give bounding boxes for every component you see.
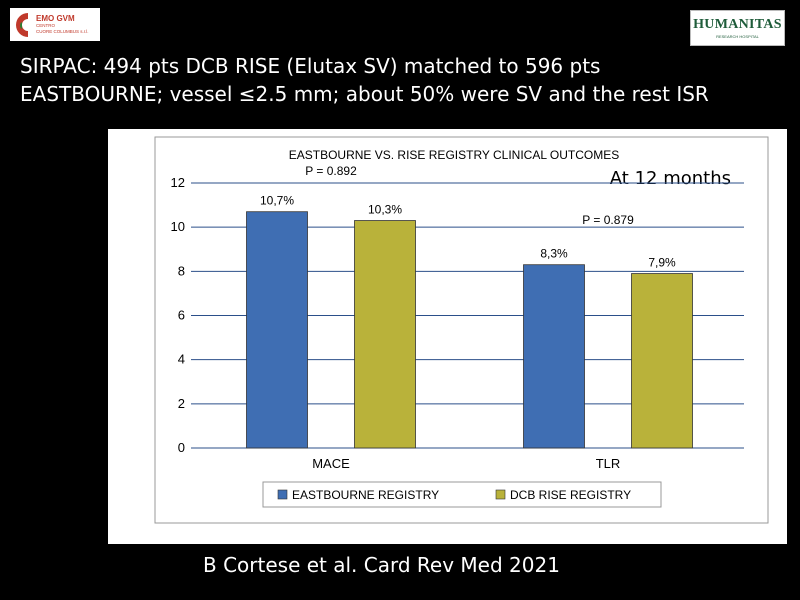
legend: EASTBOURNE REGISTRY DCB RISE REGISTRY	[262, 481, 662, 508]
bar	[354, 220, 416, 449]
x-category-label: TLR	[596, 456, 621, 471]
bar	[523, 264, 585, 449]
bars-layer: 10,7% 10,3% MACE P = 0.892 8,3% 7,9% TLR P = 0.…	[246, 164, 693, 471]
emo-gvm-logo: EMO GVM CENTRO CUORE COLUMBUS s.r.l.	[10, 8, 100, 41]
slide-title-line1: SIRPAC: 494 pts DCB RISE (Elutax SV) mat…	[20, 54, 601, 78]
logo-left-line2: CENTRO	[36, 23, 55, 28]
logo-left-line1: EMO GVM	[36, 14, 75, 23]
heart-logo-icon	[16, 12, 28, 37]
chart-annotation: At 12 months	[610, 168, 731, 189]
legend-swatch	[277, 489, 288, 500]
y-tick-label: 8	[178, 263, 185, 278]
data-label: 8,3%	[540, 247, 568, 261]
slide-title-line2: EASTBOURNE; vessel ≤2.5 mm; about 50% we…	[20, 82, 709, 106]
legend-swatch	[495, 489, 506, 500]
bar	[631, 273, 693, 449]
y-tick-label: 12	[171, 175, 185, 190]
logo-left-line3: CUORE COLUMBUS s.r.l.	[36, 28, 89, 34]
bar-chart: EASTBOURNE VS. RISE REGISTRY CLINICAL OU…	[154, 136, 769, 524]
y-tick-label: 10	[171, 219, 185, 234]
y-tick-label: 4	[178, 352, 185, 367]
p-value-label: P = 0.879	[582, 213, 634, 227]
legend-label: DCB RISE REGISTRY	[510, 488, 631, 502]
bar	[246, 211, 308, 449]
data-label: 10,7%	[260, 194, 294, 208]
data-label: 10,3%	[368, 203, 402, 217]
x-category-label: MACE	[312, 456, 350, 471]
chart-frame: EASTBOURNE VS. RISE REGISTRY CLINICAL OU…	[108, 129, 787, 544]
humanitas-logo: HUMANITAS RESEARCH HOSPITAL	[690, 10, 785, 46]
data-label: 7,9%	[648, 256, 676, 270]
humanitas-logo-sub: RESEARCH HOSPITAL	[716, 34, 759, 39]
y-tick-label: 2	[178, 396, 185, 411]
humanitas-logo-name: HUMANITAS	[693, 17, 782, 32]
y-tick-label: 6	[178, 308, 185, 323]
chart-title: EASTBOURNE VS. RISE REGISTRY CLINICAL OU…	[289, 148, 620, 162]
legend-box	[262, 481, 662, 508]
legend-label: EASTBOURNE REGISTRY	[292, 488, 439, 502]
citation: B Cortese et al. Card Rev Med 2021	[203, 553, 560, 577]
p-value-label: P = 0.892	[305, 164, 357, 178]
y-tick-label: 0	[178, 440, 185, 455]
